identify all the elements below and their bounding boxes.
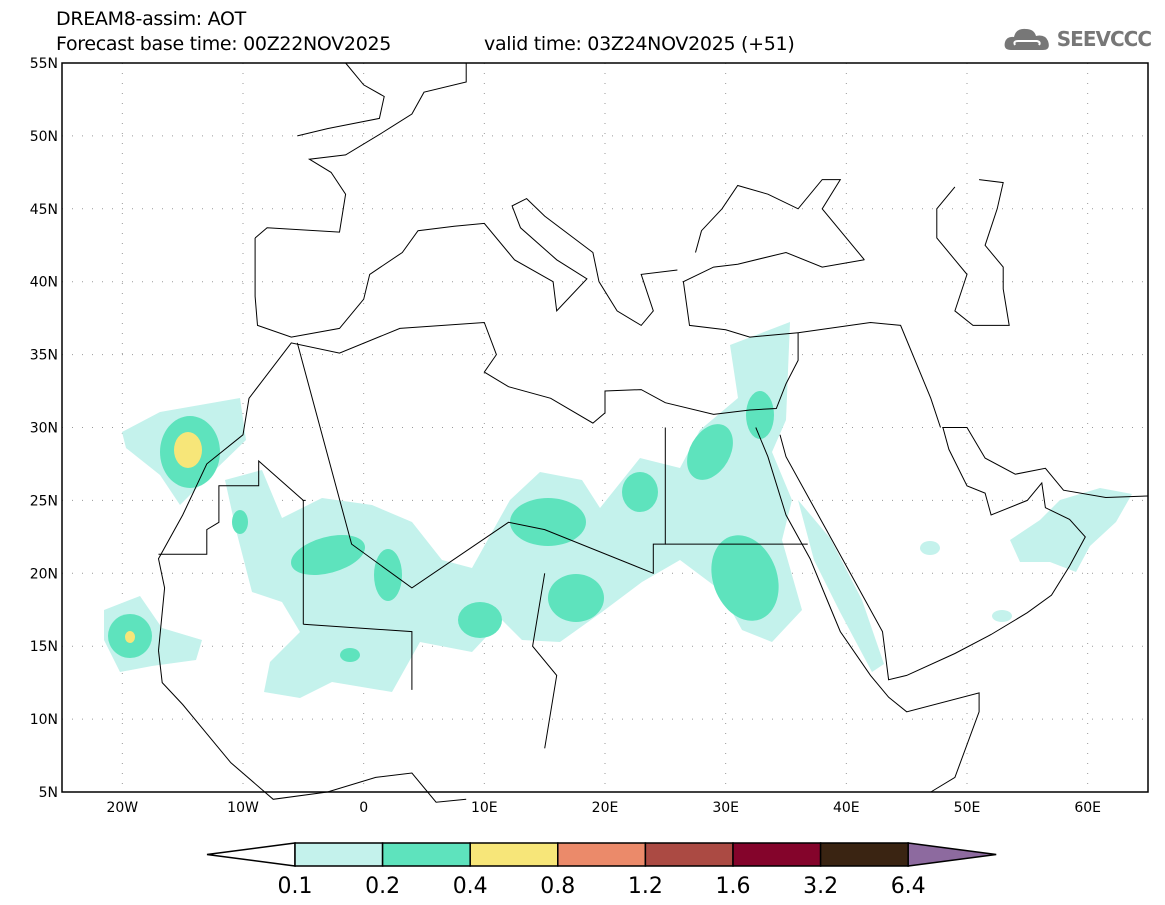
colorbar-over-triangle <box>907 842 997 867</box>
lon-tick-label: 10W <box>227 800 259 816</box>
lat-tick-label: 40N <box>30 275 58 291</box>
colorbar: 0.1 0.2 0.4 0.8 1.2 1.6 3.2 6.4 <box>206 842 997 899</box>
seevccc-logo: SEEVCCC <box>1003 24 1152 54</box>
colorbar-label: 0.4 <box>453 874 488 899</box>
lat-tick-label: 20N <box>30 566 58 582</box>
coastline <box>936 179 1010 326</box>
coastline <box>779 427 1149 681</box>
colorbar-label: 0.1 <box>278 874 313 899</box>
lon-tick-label: 20W <box>106 800 138 816</box>
colorbar-box <box>557 842 647 867</box>
colorbar-under-triangle <box>206 842 296 867</box>
colorbar-box <box>294 842 384 867</box>
axis-labels: 55N 50N 45N 40N 35N 30N 25N 20N 15N 10N 5N 20W 10W 0 1… <box>30 56 1101 816</box>
coastline <box>303 623 413 690</box>
lat-tick-label: 30N <box>30 421 58 437</box>
lat-tick-label: 50N <box>30 129 58 145</box>
colorbar-label: 0.8 <box>540 874 575 899</box>
colorbar-box <box>644 842 734 867</box>
coastline <box>296 342 666 589</box>
colorbar-box <box>732 842 822 867</box>
logo-text: SEEVCCC <box>1056 27 1152 51</box>
coastline <box>297 62 385 137</box>
dust-high <box>125 432 202 643</box>
coastline <box>158 459 306 555</box>
lon-tick-label: 20E <box>592 800 619 816</box>
aot-contour-red-sea <box>798 500 884 672</box>
colorbar-label: 6.4 <box>891 874 926 899</box>
colorbar-label: 3.2 <box>803 874 838 899</box>
map-title: DREAM8-assim: AOT <box>56 8 246 30</box>
lat-tick-label: 35N <box>30 348 58 364</box>
lat-tick-label: 45N <box>30 202 58 218</box>
colorbar-label: 1.6 <box>716 874 751 899</box>
coastline <box>157 321 799 651</box>
map-frame <box>61 62 1149 793</box>
colorbar-box <box>381 842 471 867</box>
lat-tick-label: 25N <box>30 493 58 509</box>
lon-tick-label: 40E <box>833 800 860 816</box>
lat-tick-label: 55N <box>30 56 58 72</box>
aot-contour-arabia <box>920 541 940 555</box>
coastline <box>158 650 467 803</box>
cloud-icon <box>1004 28 1049 50</box>
coastline <box>682 251 865 338</box>
coastline <box>532 573 558 749</box>
aot-contour-oman <box>1010 488 1132 572</box>
lat-tick-label: 10N <box>30 712 58 728</box>
lat-tick-label: 15N <box>30 639 58 655</box>
coastline <box>798 321 941 428</box>
forecast-base-time: Forecast base time: 00Z22NOV2025 <box>56 33 392 55</box>
colorbar-label: 1.2 <box>628 874 663 899</box>
aot-contour-sahara <box>225 322 802 698</box>
aot-contour-yemen <box>992 610 1012 622</box>
lon-tick-label: 30E <box>712 800 739 816</box>
colorbar-box <box>469 842 559 867</box>
lon-tick-label: 50E <box>954 800 981 816</box>
valid-time: valid time: 03Z24NOV2025 (+51) <box>484 33 795 55</box>
colorbar-label: 0.2 <box>365 874 400 899</box>
coastline <box>695 179 865 261</box>
coastline <box>254 63 467 239</box>
lat-tick-label: 5N <box>39 785 58 801</box>
lon-tick-label: 0 <box>359 800 368 816</box>
coastline <box>254 197 678 338</box>
coastline <box>755 427 980 793</box>
coastlines <box>157 62 1149 803</box>
lon-tick-label: 60E <box>1074 800 1101 816</box>
lon-tick-label: 10E <box>471 800 498 816</box>
colorbar-box <box>819 842 909 867</box>
